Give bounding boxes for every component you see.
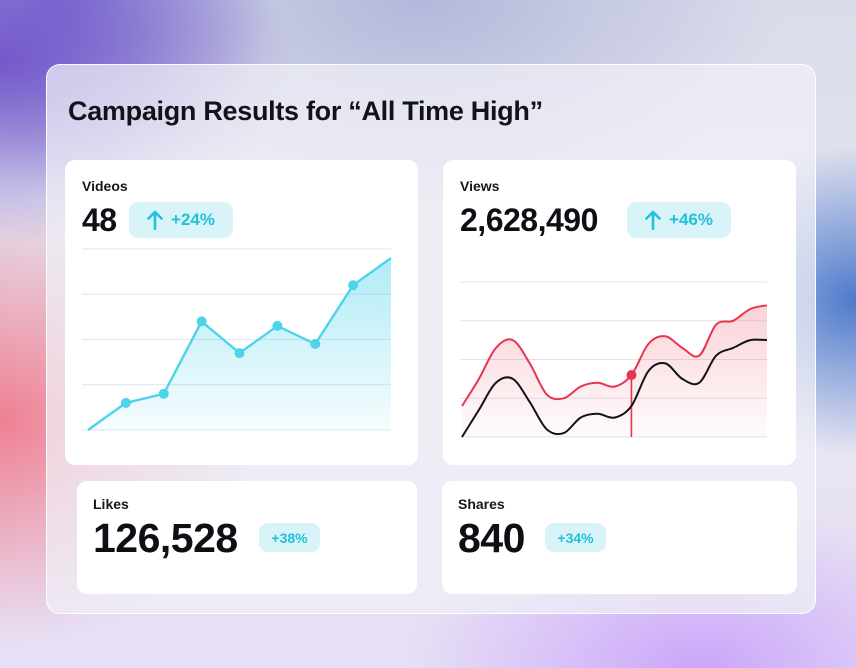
videos-data-point (158, 388, 169, 399)
videos-data-point (196, 316, 207, 327)
likes-card: Likes 126,528 +38% (77, 481, 417, 594)
views-change-value: +46% (669, 210, 713, 229)
arrow-up-icon (645, 210, 661, 230)
likes-change-badge: +38% (259, 523, 320, 552)
videos-label: Videos (82, 178, 128, 194)
shares-change-value: +34% (557, 529, 594, 546)
videos-data-point (348, 280, 359, 291)
videos-data-point (234, 348, 245, 359)
videos-change-value: +24% (171, 210, 215, 229)
shares-change-badge: +34% (545, 523, 606, 552)
views-hover-point (626, 370, 637, 380)
videos-card: Videos 48 +24% (65, 160, 418, 465)
videos-area-fill (88, 258, 391, 430)
arrow-up-icon (147, 210, 163, 230)
views-card: Views 2,628,490 +46% (443, 160, 796, 465)
views-series-1-line (461, 304, 768, 407)
views-series-2-line (461, 338, 768, 438)
videos-change-badge: +24% (129, 202, 233, 238)
views-area-fill (462, 305, 767, 437)
shares-card: Shares 840 +34% (442, 481, 797, 594)
likes-change-value: +38% (271, 529, 308, 546)
views-value: 2,628,490 (460, 202, 598, 238)
videos-data-point (120, 397, 131, 408)
views-change-badge: +46% (627, 202, 731, 238)
likes-label: Likes (93, 496, 129, 512)
likes-value: 126,528 (93, 515, 238, 561)
views-label: Views (460, 178, 500, 194)
shares-value: 840 (458, 515, 525, 561)
page-title: Campaign Results for “All Time High” (68, 96, 543, 126)
videos-data-point (272, 320, 283, 331)
shares-label: Shares (458, 496, 505, 512)
views-chart (460, 281, 768, 438)
videos-data-point (310, 339, 321, 350)
videos-value: 48 (82, 202, 117, 238)
videos-chart (82, 248, 392, 431)
